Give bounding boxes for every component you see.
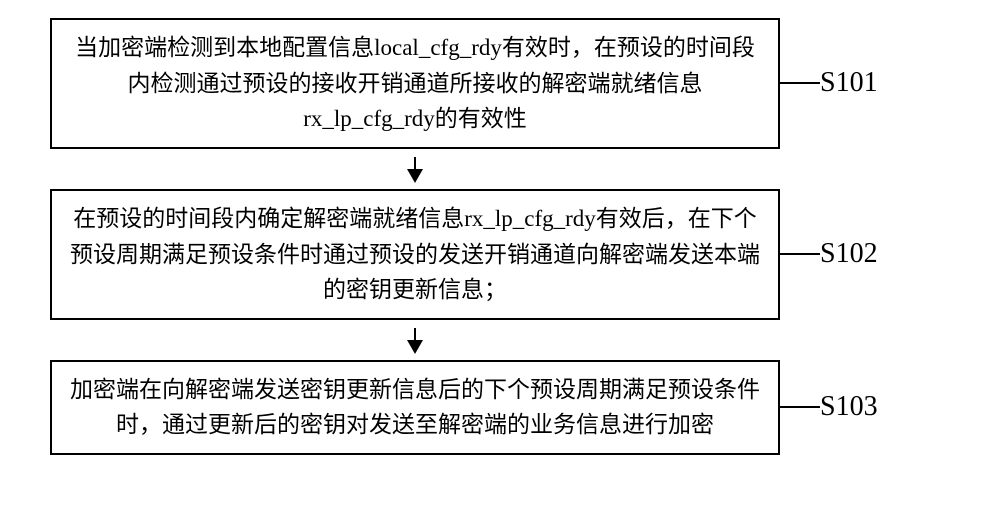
arrow-2	[414, 328, 416, 352]
step-wrapper-1: 当加密端检测到本地配置信息local_cfg_rdy有效时，在预设的时间段内检测…	[50, 18, 950, 149]
step-label-2: S102	[820, 238, 878, 270]
connector-line-2	[780, 253, 820, 255]
flowchart-container: 当加密端检测到本地配置信息local_cfg_rdy有效时，在预设的时间段内检测…	[50, 18, 950, 455]
arrow-container-1	[50, 149, 780, 189]
step-wrapper-3: 加密端在向解密端发送密钥更新信息后的下个预设周期满足预设条件时，通过更新后的密钥…	[50, 360, 950, 455]
step-text-3: 加密端在向解密端发送密钥更新信息后的下个预设周期满足预设条件时，通过更新后的密钥…	[70, 377, 760, 438]
step-box-2: 在预设的时间段内确定解密端就绪信息rx_lp_cfg_rdy有效后，在下个预设周…	[50, 189, 780, 320]
step-label-3: S103	[820, 391, 878, 423]
step-box-1: 当加密端检测到本地配置信息local_cfg_rdy有效时，在预设的时间段内检测…	[50, 18, 780, 149]
step-box-3: 加密端在向解密端发送密钥更新信息后的下个预设周期满足预设条件时，通过更新后的密钥…	[50, 360, 780, 455]
arrow-container-2	[50, 320, 780, 360]
step-text-2: 在预设的时间段内确定解密端就绪信息rx_lp_cfg_rdy有效后，在下个预设周…	[70, 206, 760, 302]
step-text-1: 当加密端检测到本地配置信息local_cfg_rdy有效时，在预设的时间段内检测…	[75, 35, 755, 131]
connector-line-3	[780, 406, 820, 408]
arrow-1	[414, 157, 416, 181]
step-label-1: S101	[820, 67, 878, 99]
connector-line-1	[780, 82, 820, 84]
step-wrapper-2: 在预设的时间段内确定解密端就绪信息rx_lp_cfg_rdy有效后，在下个预设周…	[50, 189, 950, 320]
